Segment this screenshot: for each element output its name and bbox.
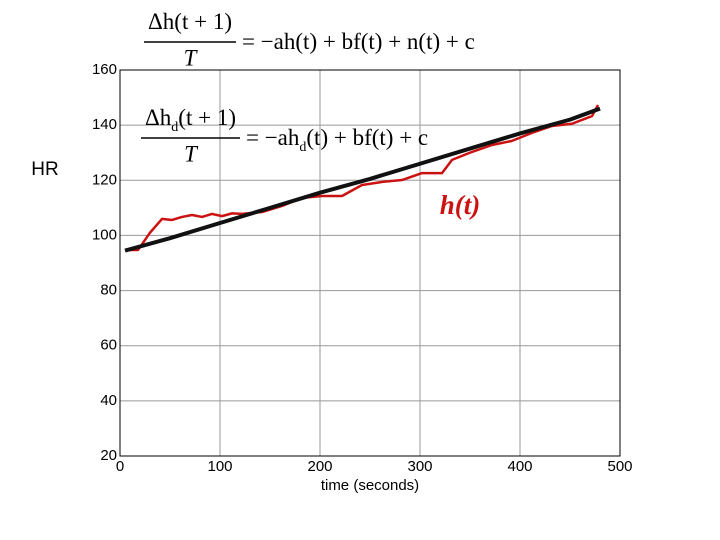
equation-numerator: Δh(t + 1) (148, 9, 232, 34)
equation-denominator: T (184, 45, 199, 70)
series-line (128, 104, 600, 252)
equation-part: = −ah (246, 125, 300, 150)
x-axis-label: time (seconds) (321, 477, 419, 494)
y-tick-label: 80 (100, 282, 117, 299)
equation-part: (t + 1) (174, 9, 232, 34)
equation-rhs: = −ahd(t) + bf(t) + c (246, 125, 428, 155)
y-tick-label: 20 (100, 447, 117, 464)
y-tick-label: 120 (92, 171, 117, 188)
equation-denominator: T (184, 141, 199, 166)
series-line (124, 106, 601, 253)
equation-numerator: Δhd(t + 1) (145, 105, 236, 135)
x-tick-label: 0 (116, 458, 124, 475)
y-tick-label: 160 (92, 61, 117, 78)
equation-part: (t) + bf(t) + n(t) + c (295, 29, 474, 54)
x-tick-label: 200 (307, 458, 332, 475)
equation-part: = −ah (242, 29, 296, 54)
x-tick-label: 400 (507, 458, 532, 475)
y-axis-label: HR (31, 159, 58, 180)
equation-part: (t + 1) (178, 105, 236, 130)
equation-part: Δh (148, 9, 175, 34)
equation-part: Δh (145, 105, 172, 130)
x-tick-label: 500 (607, 458, 632, 475)
subscript: d (171, 120, 178, 135)
x-tick-label: 100 (207, 458, 232, 475)
equation-part: (t) + bf(t) + c (306, 125, 428, 150)
y-tick-label: 140 (92, 116, 117, 133)
y-tick-label: 100 (92, 226, 117, 243)
y-tick-label: 60 (100, 337, 117, 354)
y-tick-label: 40 (100, 392, 117, 409)
subscript: d (299, 140, 306, 155)
equation-rhs: = −ah(t) + bf(t) + n(t) + c (242, 29, 475, 54)
plot-frame (119, 69, 621, 457)
annotation: h(t) (440, 190, 481, 220)
x-tick-label: 300 (407, 458, 432, 475)
